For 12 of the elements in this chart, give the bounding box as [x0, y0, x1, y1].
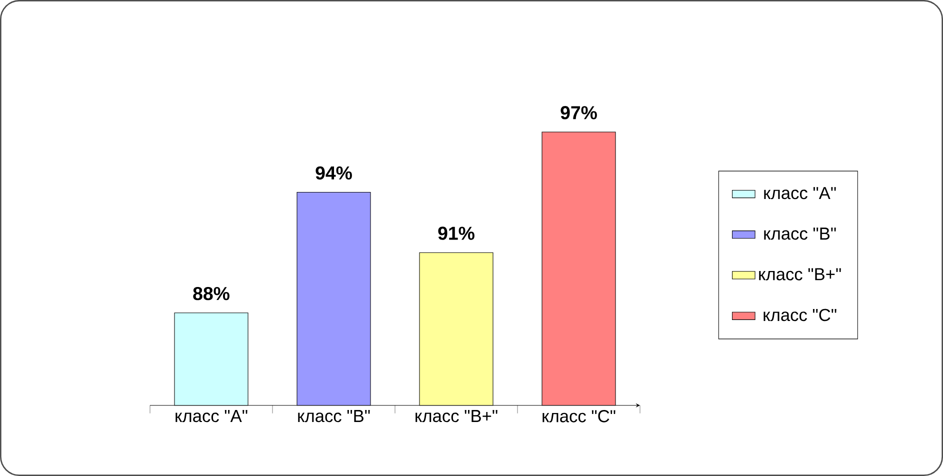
legend-label: класс "B": [764, 228, 836, 240]
data-label: 91%: [438, 226, 474, 240]
legend-label: класс "C": [764, 308, 836, 322]
data-label: 88%: [193, 286, 230, 300]
data-label: 97%: [560, 106, 597, 120]
x-tick-label: класс "B+": [416, 410, 498, 422]
legend-label: класс "A": [764, 187, 836, 200]
legend-label: класс "B+": [759, 268, 841, 280]
x-tick-label: класс "A": [176, 410, 248, 422]
x-tick-label: класс "C": [542, 410, 616, 422]
x-tick-label: класс "B": [298, 410, 370, 422]
data-label: 94%: [316, 166, 352, 180]
